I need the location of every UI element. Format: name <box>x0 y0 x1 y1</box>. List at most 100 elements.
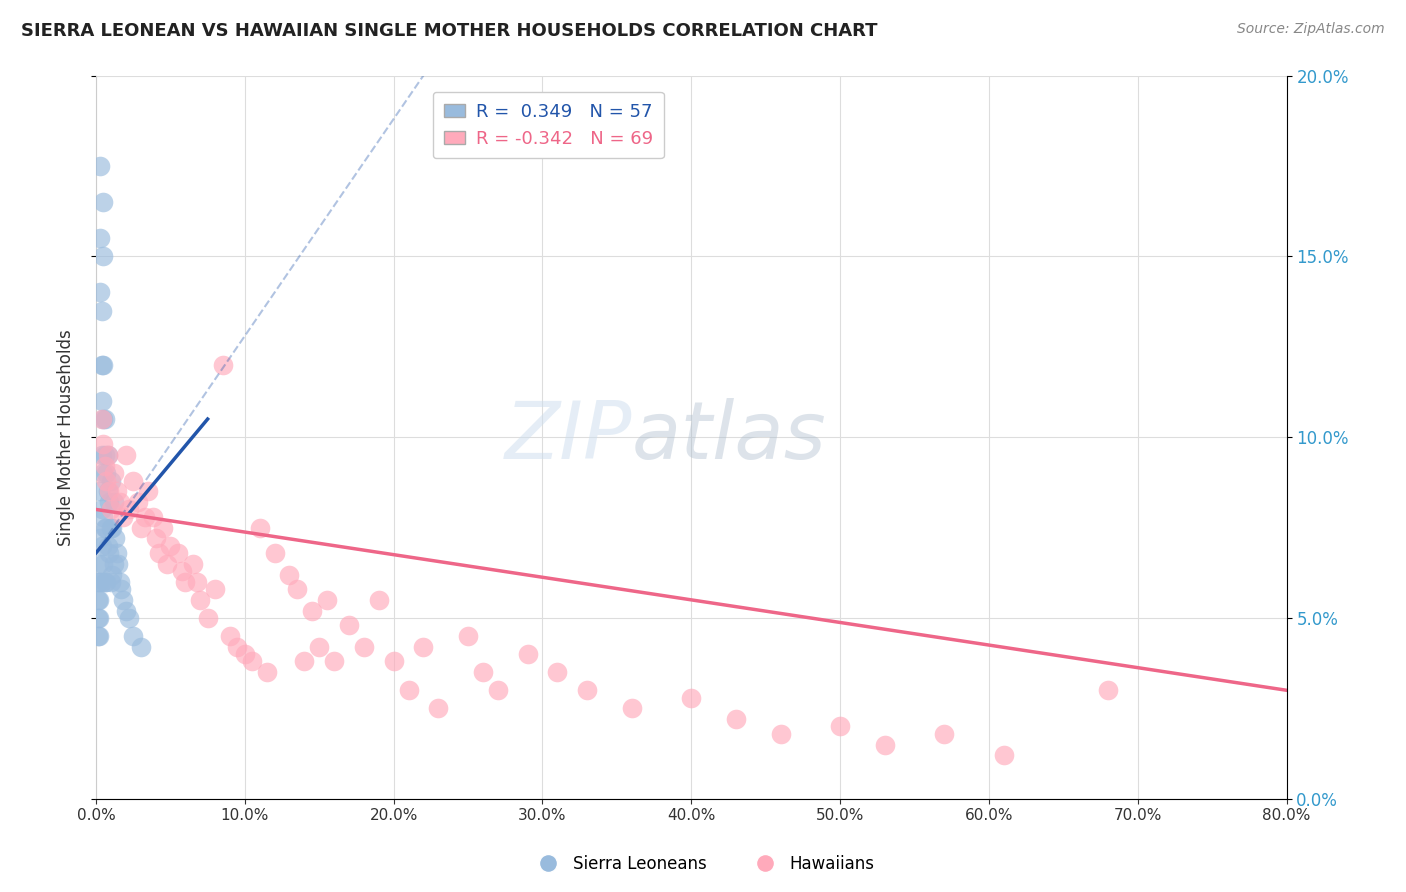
Point <box>315 592 337 607</box>
Point <box>89 532 111 546</box>
Point <box>100 574 122 589</box>
Point <box>114 448 136 462</box>
Point <box>219 629 242 643</box>
Point <box>263 546 285 560</box>
Point <box>107 557 129 571</box>
Point <box>114 604 136 618</box>
Text: SIERRA LEONEAN VS HAWAIIAN SINGLE MOTHER HOUSEHOLDS CORRELATION CHART: SIERRA LEONEAN VS HAWAIIAN SINGLE MOTHER… <box>21 22 877 40</box>
Point <box>122 629 145 643</box>
Point <box>87 557 110 571</box>
Point <box>240 654 263 668</box>
Point <box>96 520 118 534</box>
Point <box>108 574 131 589</box>
Point <box>93 509 115 524</box>
Point <box>427 701 450 715</box>
Point <box>323 654 346 668</box>
Legend: R =  0.349   N = 57, R = -0.342   N = 69: R = 0.349 N = 57, R = -0.342 N = 69 <box>433 92 664 159</box>
Point <box>204 582 226 596</box>
Point <box>110 582 132 596</box>
Point <box>98 546 121 560</box>
Point <box>471 665 494 680</box>
Point <box>129 640 152 654</box>
Point <box>681 690 703 705</box>
Point <box>98 484 121 499</box>
Point <box>96 474 118 488</box>
Text: atlas: atlas <box>631 398 827 476</box>
Point <box>353 640 375 654</box>
Y-axis label: Single Mother Households: Single Mother Households <box>58 329 75 546</box>
Point <box>129 520 152 534</box>
Point <box>94 520 117 534</box>
Point <box>94 574 117 589</box>
Point <box>104 532 127 546</box>
Point <box>136 484 159 499</box>
Point <box>830 719 852 733</box>
Point <box>93 249 115 263</box>
Point <box>96 467 118 481</box>
Point <box>105 546 128 560</box>
Text: ZIP: ZIP <box>505 398 631 476</box>
Point <box>103 557 125 571</box>
Point <box>91 358 114 372</box>
Point <box>97 448 120 462</box>
Point <box>86 629 108 643</box>
Point <box>159 539 181 553</box>
Point <box>211 358 233 372</box>
Point <box>86 574 108 589</box>
Text: Source: ZipAtlas.com: Source: ZipAtlas.com <box>1237 22 1385 37</box>
Point <box>100 502 122 516</box>
Point <box>94 448 117 462</box>
Point <box>127 495 149 509</box>
Point <box>181 557 204 571</box>
Point <box>576 683 599 698</box>
Point <box>93 195 115 210</box>
Point <box>89 159 111 173</box>
Point <box>91 394 114 409</box>
Point <box>87 629 110 643</box>
Point <box>367 592 389 607</box>
Point <box>86 592 108 607</box>
Point <box>167 546 190 560</box>
Point <box>93 437 115 451</box>
Point <box>118 611 141 625</box>
Point <box>457 629 479 643</box>
Point <box>105 484 128 499</box>
Point <box>93 557 115 571</box>
Point <box>111 509 134 524</box>
Point <box>145 532 167 546</box>
Point <box>97 484 120 499</box>
Point <box>412 640 434 654</box>
Point <box>87 592 110 607</box>
Point <box>111 592 134 607</box>
Point <box>174 574 197 589</box>
Point <box>108 495 131 509</box>
Point <box>93 412 115 426</box>
Point <box>382 654 405 668</box>
Point <box>94 458 117 473</box>
Point <box>226 640 249 654</box>
Point <box>398 683 420 698</box>
Point <box>486 683 509 698</box>
Legend: Sierra Leoneans, Hawaiians: Sierra Leoneans, Hawaiians <box>524 848 882 880</box>
Point <box>91 539 114 553</box>
Point <box>769 726 792 740</box>
Point <box>292 654 315 668</box>
Point <box>101 520 124 534</box>
Point <box>278 567 301 582</box>
Point <box>172 564 194 578</box>
Point <box>89 484 111 499</box>
Point <box>87 611 110 625</box>
Point <box>142 509 165 524</box>
Point <box>94 412 117 426</box>
Point <box>97 448 120 462</box>
Point <box>337 618 360 632</box>
Point <box>993 748 1015 763</box>
Point <box>516 647 538 661</box>
Point <box>91 412 114 426</box>
Point <box>152 520 174 534</box>
Point <box>87 574 110 589</box>
Point <box>134 509 156 524</box>
Point <box>91 574 114 589</box>
Point <box>1097 683 1119 698</box>
Point <box>103 467 125 481</box>
